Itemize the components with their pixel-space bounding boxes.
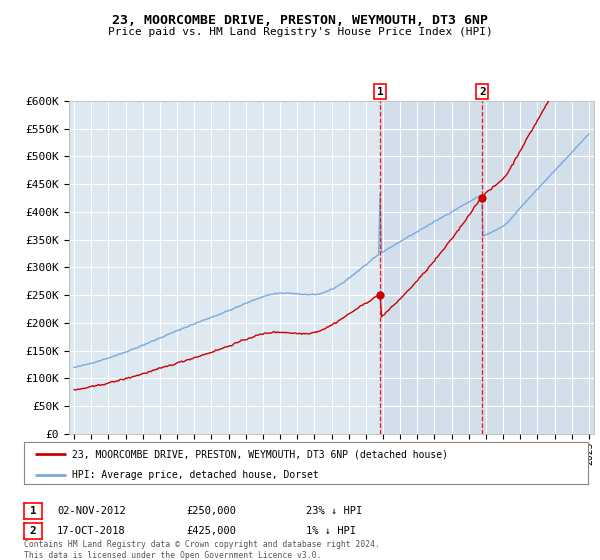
Text: 23, MOORCOMBE DRIVE, PRESTON, WEYMOUTH, DT3 6NP: 23, MOORCOMBE DRIVE, PRESTON, WEYMOUTH, … bbox=[112, 14, 488, 27]
Text: 02-NOV-2012: 02-NOV-2012 bbox=[57, 506, 126, 516]
Text: 2: 2 bbox=[29, 526, 37, 536]
Text: 17-OCT-2018: 17-OCT-2018 bbox=[57, 526, 126, 536]
Text: 2: 2 bbox=[479, 87, 485, 97]
Text: Contains HM Land Registry data © Crown copyright and database right 2024.
This d: Contains HM Land Registry data © Crown c… bbox=[24, 540, 380, 559]
Text: 1% ↓ HPI: 1% ↓ HPI bbox=[306, 526, 356, 536]
Text: 1: 1 bbox=[29, 506, 37, 516]
Text: HPI: Average price, detached house, Dorset: HPI: Average price, detached house, Dors… bbox=[72, 470, 319, 480]
Text: 23% ↓ HPI: 23% ↓ HPI bbox=[306, 506, 362, 516]
Text: Price paid vs. HM Land Registry's House Price Index (HPI): Price paid vs. HM Land Registry's House … bbox=[107, 27, 493, 37]
Bar bbox=[482, 101, 598, 434]
Text: £425,000: £425,000 bbox=[186, 526, 236, 536]
Text: 1: 1 bbox=[377, 87, 383, 97]
Text: 23, MOORCOMBE DRIVE, PRESTON, WEYMOUTH, DT3 6NP (detached house): 23, MOORCOMBE DRIVE, PRESTON, WEYMOUTH, … bbox=[72, 449, 448, 459]
Bar bbox=[380, 101, 482, 434]
Text: £250,000: £250,000 bbox=[186, 506, 236, 516]
